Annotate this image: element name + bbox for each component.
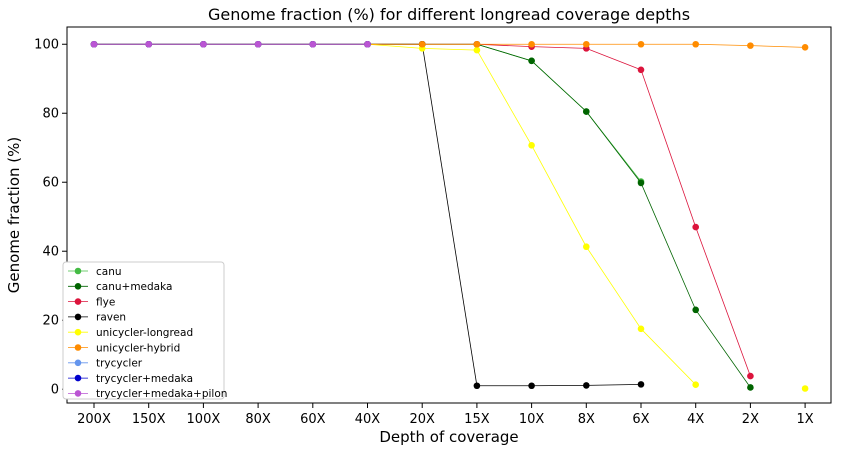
data-point <box>637 325 645 333</box>
x-tick-label: 8X <box>578 412 595 427</box>
legend-swatch-marker <box>74 267 82 275</box>
series-trycycler+medaka+pilon <box>90 40 371 48</box>
legend-item: raven <box>68 312 126 324</box>
data-point <box>200 40 207 48</box>
data-point <box>801 44 809 51</box>
legend-label: canu <box>96 266 122 278</box>
data-point <box>637 66 645 74</box>
data-point <box>309 40 317 48</box>
x-tick-label: 2X <box>742 412 759 427</box>
x-tick-label: 150X <box>132 412 166 427</box>
legend-item: unicycler-longread <box>68 327 193 339</box>
legend-item: canu+medaka <box>68 281 172 293</box>
legend-swatch-marker <box>74 374 82 382</box>
y-axis-label: Genome fraction (%) <box>5 137 23 294</box>
data-point <box>692 223 699 231</box>
data-point <box>747 372 754 380</box>
legend-item: trycycler <box>68 358 143 370</box>
y-axis: 0 20 40 60 80 100 <box>34 38 67 398</box>
data-point <box>364 40 371 48</box>
plot-area <box>66 26 832 404</box>
x-tick-label: 40X <box>355 412 381 427</box>
legend-label: canu+medaka <box>96 281 172 293</box>
legend-item: unicycler-hybrid <box>68 342 180 354</box>
legend-item: trycycler+medaka <box>68 373 193 385</box>
data-point <box>747 42 754 49</box>
y-tick-label: 60 <box>42 176 59 191</box>
legend-label: trycycler+medaka+pilon <box>96 388 227 400</box>
x-tick-label: 20X <box>409 412 435 427</box>
x-tick-label: 100X <box>187 412 221 427</box>
data-point <box>583 40 590 48</box>
data-point <box>473 46 481 54</box>
y-tick-label: 100 <box>34 38 59 53</box>
legend-item: canu <box>68 266 122 278</box>
series-line <box>94 43 642 182</box>
y-tick-label: 20 <box>42 314 59 329</box>
legend-swatch-marker <box>74 390 82 397</box>
legend-label: unicycler-hybrid <box>96 342 180 354</box>
legend-label: trycycler+medaka <box>96 373 193 385</box>
legend-label: trycycler <box>96 358 143 370</box>
data-point <box>692 381 699 389</box>
legend-label: flye <box>96 296 115 308</box>
x-tick-label: 6X <box>632 412 649 427</box>
series-layer <box>90 40 809 392</box>
data-point <box>473 382 481 390</box>
chart-title: Genome fraction (%) for different longre… <box>208 5 690 24</box>
x-axis: 200X 150X 100X 80X 60X 40X 20X 15X 10X 8X 6X 4X 2X 1X <box>77 403 814 427</box>
data-point <box>528 40 535 48</box>
legend-swatch-marker <box>74 283 82 290</box>
x-tick-label: 15X <box>464 412 490 427</box>
legend-label: unicycler-longread <box>96 327 193 339</box>
data-point <box>528 142 535 149</box>
legend-swatch-marker <box>74 313 82 321</box>
legend-item: flye <box>68 296 115 308</box>
data-point <box>801 385 809 392</box>
legend: canu canu+medaka flye raven unicycler-longre… <box>62 261 227 400</box>
data-point <box>145 40 152 48</box>
data-point <box>254 40 262 48</box>
data-point <box>692 40 699 48</box>
data-point <box>637 40 645 48</box>
legend-item: trycycler+medaka+pilon <box>68 388 227 400</box>
legend-box <box>62 261 225 400</box>
plot-frame <box>66 26 832 404</box>
data-point <box>473 40 481 48</box>
y-tick-label: 80 <box>42 107 59 122</box>
y-tick-label: 0 <box>51 383 59 398</box>
data-point <box>637 179 645 187</box>
data-point <box>583 382 590 389</box>
x-tick-label: 80X <box>245 412 271 427</box>
data-point <box>90 40 98 48</box>
x-axis-label: Depth of coverage <box>379 428 518 446</box>
data-point <box>747 384 754 391</box>
data-point <box>583 243 590 251</box>
y-tick-label: 40 <box>42 245 59 260</box>
data-point <box>528 57 535 65</box>
legend-label: raven <box>96 312 126 324</box>
x-tick-label: 200X <box>77 412 111 427</box>
data-point <box>528 382 535 390</box>
legend-swatch-marker <box>74 344 82 351</box>
data-point <box>692 306 699 314</box>
x-tick-label: 4X <box>687 412 704 427</box>
series-canu <box>90 40 645 185</box>
x-tick-label: 1X <box>797 412 814 427</box>
legend-swatch-marker <box>74 359 82 367</box>
x-tick-label: 60X <box>300 412 326 427</box>
data-point <box>418 40 426 48</box>
x-tick-label: 10X <box>519 412 545 427</box>
data-point <box>583 108 590 115</box>
legend-swatch-marker <box>74 298 82 305</box>
legend-swatch-marker <box>74 328 82 336</box>
data-point <box>637 381 645 388</box>
